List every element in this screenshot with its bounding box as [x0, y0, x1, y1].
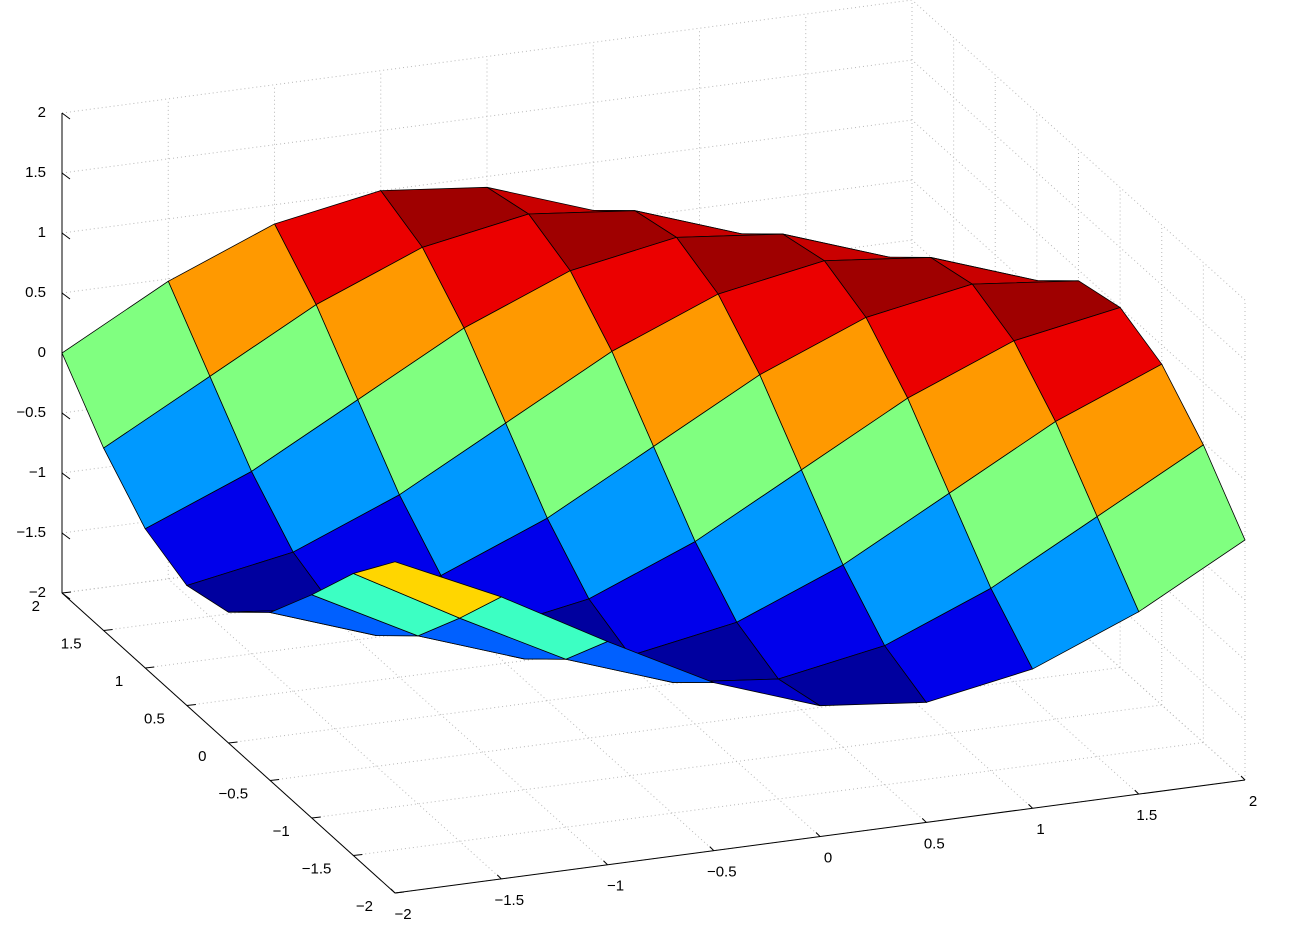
grid-line: [380, 550, 715, 851]
surface-patch: [352, 561, 503, 619]
tick-mark: [270, 779, 280, 781]
tick-mark: [390, 888, 396, 894]
z-tick-label: −0.5: [16, 404, 46, 421]
z-tick-label: 1: [38, 224, 46, 241]
grid-line: [911, 59, 1246, 361]
tick-mark: [709, 846, 715, 851]
y-tick-label: 1: [115, 673, 123, 690]
tick-mark: [103, 629, 113, 631]
y-tick-label: −1: [273, 823, 290, 840]
tick-mark: [311, 816, 321, 819]
grid-line: [228, 629, 1079, 744]
z-tick-label: 1.5: [25, 164, 46, 181]
tick-mark: [921, 818, 927, 823]
tick-mark: [61, 172, 71, 180]
grid-line: [61, 59, 913, 174]
tick-mark: [815, 832, 821, 837]
tick-mark: [353, 854, 363, 856]
z-tick-label: 0: [38, 344, 46, 361]
z-tick-label: −1.5: [16, 524, 46, 541]
z-tick-label: 0.5: [25, 284, 46, 301]
grid-line: [61, 0, 913, 114]
grid-line: [311, 704, 1162, 819]
grid-line: [61, 119, 913, 234]
tick-mark: [145, 666, 155, 669]
tick-mark: [61, 232, 71, 240]
y-tick-label: −0.5: [219, 785, 249, 802]
x-tick-label: 0.5: [924, 835, 945, 852]
tick-mark: [496, 874, 502, 880]
y-tick-label: 1.5: [61, 635, 82, 652]
grid-line: [911, 0, 1246, 301]
tick-mark: [1240, 775, 1246, 781]
y-tick-label: −2: [356, 898, 373, 915]
tick-mark: [603, 860, 608, 866]
grid-line: [167, 578, 502, 880]
tick-mark: [1134, 789, 1140, 795]
x-tick-label: −1.5: [494, 892, 524, 909]
x-tick-label: −2: [394, 906, 411, 923]
tick-mark: [228, 741, 238, 744]
tick-mark: [186, 704, 196, 706]
grid-line: [274, 564, 608, 866]
x-tick-label: 1.5: [1136, 807, 1157, 824]
grid-line: [911, 119, 1246, 421]
x-tick-label: 0: [824, 849, 832, 866]
grid-line: [353, 742, 1204, 856]
x-tick-label: −0.5: [707, 864, 737, 881]
tick-mark: [61, 532, 71, 540]
tick-mark: [61, 591, 72, 594]
y-tick-label: 2: [32, 598, 40, 615]
x-tick-label: −1: [607, 878, 624, 895]
y-tick-label: −1.5: [302, 860, 332, 877]
tick-mark: [61, 412, 71, 420]
tick-mark: [394, 891, 405, 894]
z-tick-label: −1: [29, 464, 46, 481]
tick-mark: [61, 472, 71, 480]
tick-mark: [61, 592, 71, 600]
y-tick-label: 0.5: [144, 710, 165, 727]
z-tick-label: 2: [38, 104, 46, 121]
x-tick-label: 1: [1036, 821, 1044, 838]
tick-mark: [1028, 803, 1033, 809]
tick-mark: [61, 292, 71, 300]
tick-mark: [61, 112, 71, 120]
grid-line: [270, 667, 1121, 781]
y-tick-label: 0: [198, 748, 206, 765]
z-tick-label: −2: [29, 584, 46, 601]
x-tick-label: 2: [1249, 793, 1257, 810]
